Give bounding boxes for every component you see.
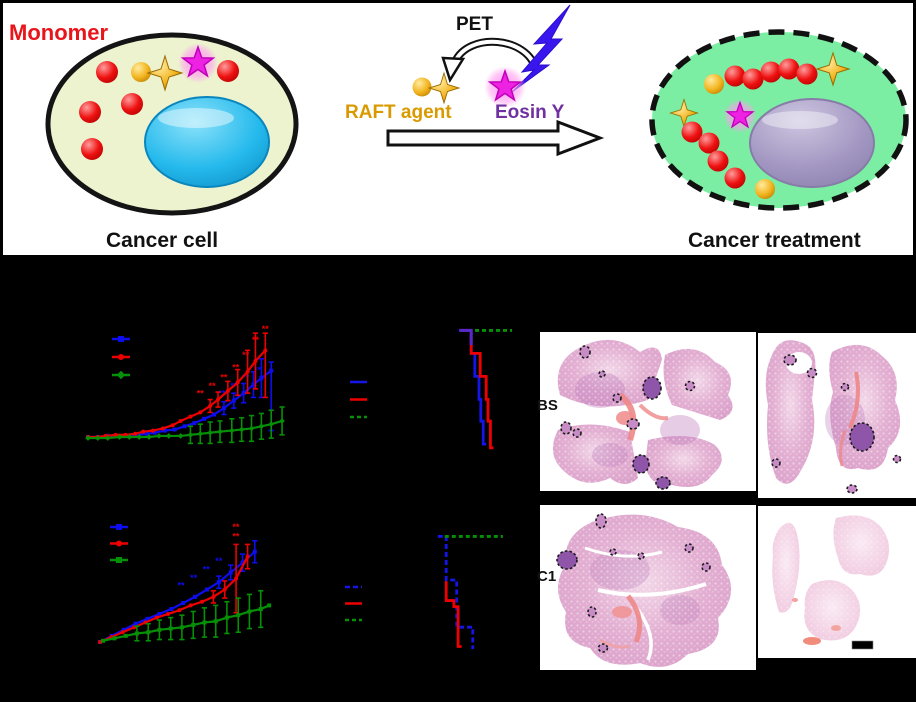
eosin-y-label: Eosin Y: [495, 102, 565, 123]
pet-label: PET: [456, 14, 493, 35]
polymer-chain-icon: [670, 52, 850, 199]
monomer-sphere-icons: [79, 60, 239, 160]
svg-text:**: **: [203, 564, 211, 574]
reaction-scheme: [386, 4, 605, 157]
reaction-arrow-icon: [386, 119, 605, 157]
raft-agent-icon: [412, 72, 460, 104]
scale-bar: [851, 640, 874, 650]
eosin-y-icon: [484, 66, 526, 108]
histology-panel-pbs-right: [758, 333, 916, 498]
svg-text:**: **: [252, 335, 260, 345]
nucleus-icon: [144, 96, 270, 188]
svg-text:**: **: [190, 573, 198, 583]
svg-text:**: **: [220, 372, 228, 382]
eosin-star-in-treated-cell-icon: [723, 99, 757, 133]
treated-nucleus-icon: [749, 98, 875, 188]
monomer-label: Monomer: [9, 20, 108, 45]
cancer-treatment-label: Cancer treatment: [688, 229, 861, 252]
raft-agent-in-cell-icon: [131, 55, 183, 91]
survival-chart-top: [350, 328, 512, 450]
histology-panel-bpc1-right: [758, 506, 916, 658]
histology-row2-label: C1: [537, 568, 557, 585]
histology-row1-label: BS: [537, 397, 558, 414]
svg-text:**: **: [177, 580, 185, 590]
tumor-growth-chart-top: **********************: [85, 324, 285, 445]
pet-arrow-icon: [441, 37, 540, 83]
survival-chart-bottom: [345, 535, 503, 649]
svg-text:**: **: [232, 532, 240, 542]
tumor-nodule-outlines: [560, 345, 696, 490]
histology-panel-bpc1-left: [540, 505, 756, 670]
svg-text:**: **: [242, 372, 250, 382]
svg-text:**: **: [232, 363, 240, 373]
raft-agent-label: RAFT agent: [345, 102, 452, 123]
svg-text:**: **: [254, 365, 262, 375]
svg-text:**: **: [262, 324, 270, 334]
treated-cell-schematic: [649, 29, 909, 211]
cancer-cell-schematic: [45, 32, 299, 216]
svg-text:**: **: [242, 350, 250, 360]
tumor-growth-chart-bottom: ************: [98, 522, 272, 644]
cancer-cell-label: Cancer cell: [106, 229, 219, 252]
eosin-star-in-cell-icon: [178, 43, 218, 83]
svg-text:**: **: [215, 556, 223, 566]
svg-text:**: **: [218, 388, 226, 398]
svg-text:**: **: [232, 522, 240, 532]
svg-text:**: **: [209, 381, 217, 391]
svg-text:**: **: [197, 388, 205, 398]
histology-panel-pbs-left: [540, 332, 756, 491]
